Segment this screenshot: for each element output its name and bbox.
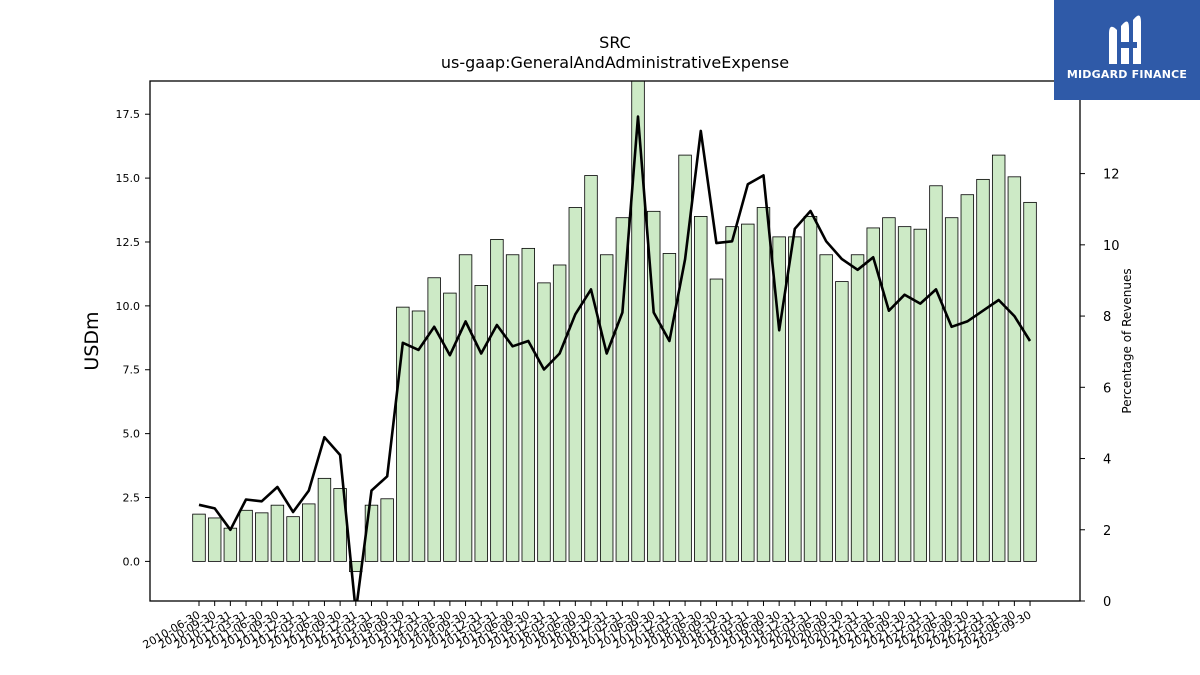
y-tick-label: 7.5	[123, 364, 141, 377]
bar	[694, 216, 708, 562]
bar	[850, 254, 865, 562]
bar	[929, 185, 943, 562]
bar	[913, 228, 927, 562]
y2-tick-label: 2	[1103, 524, 1111, 539]
y-tick-label: 15.0	[116, 172, 141, 185]
y2-axis-label: Percentage of Revenues	[1120, 268, 1134, 413]
line-layer	[198, 115, 1032, 601]
bar	[552, 264, 567, 562]
bar	[803, 216, 818, 562]
bar	[835, 281, 849, 562]
bar	[678, 154, 692, 562]
bar	[458, 254, 473, 562]
series-line	[198, 115, 1032, 601]
y-tick-label: 5.0	[123, 428, 141, 441]
bar	[490, 239, 504, 562]
y2-tick-label: 0	[1103, 595, 1111, 610]
y-tick-label: 17.5	[116, 108, 141, 121]
bar	[584, 175, 598, 562]
bar	[599, 254, 614, 562]
y2-tick-label: 12	[1103, 168, 1120, 183]
bar	[741, 223, 755, 562]
midgard-finance-logo: MIDGARD FINANCE	[1054, 0, 1200, 100]
bar	[537, 282, 551, 562]
y2-tick-label: 4	[1103, 453, 1111, 468]
bar	[960, 194, 975, 562]
y-axis-label: USDm	[81, 311, 103, 370]
y-tick-label: 10.0	[116, 300, 141, 313]
bar	[474, 285, 488, 562]
bar	[192, 513, 206, 562]
y-tick-label: 2.5	[123, 492, 141, 505]
bar	[991, 154, 1006, 562]
bar	[411, 310, 426, 562]
bar	[819, 254, 833, 562]
bar	[1007, 176, 1022, 562]
bar	[568, 207, 583, 562]
midgard-logo-icon	[1109, 15, 1141, 65]
bar	[223, 527, 238, 562]
bar	[239, 509, 253, 562]
bar	[631, 81, 645, 562]
bar	[866, 227, 880, 562]
chart-subtitle: us-gaap:GeneralAndAdministrativeExpense	[441, 53, 789, 72]
chart-title: SRC	[599, 33, 631, 52]
bar	[505, 254, 520, 562]
bar	[286, 516, 300, 562]
bars-layer	[192, 81, 1037, 573]
bar	[1023, 201, 1037, 562]
bar	[756, 207, 771, 562]
bar	[615, 217, 630, 562]
bar	[944, 217, 959, 562]
y-tick-label: 12.5	[116, 236, 141, 249]
bar	[443, 292, 457, 562]
bar	[302, 503, 316, 562]
bar	[709, 278, 724, 562]
plot-frame	[149, 80, 1081, 602]
axes-layer: 0.02.55.07.510.012.515.017.5024681012201…	[116, 80, 1120, 652]
bar	[882, 217, 896, 562]
bar	[976, 178, 990, 562]
bar	[380, 498, 394, 562]
bar	[521, 247, 535, 562]
bar	[270, 504, 285, 562]
bar	[725, 226, 739, 562]
bar	[317, 477, 332, 562]
bar	[427, 277, 441, 562]
bar	[897, 226, 912, 562]
bar	[662, 253, 677, 562]
bar	[647, 210, 661, 562]
y2-tick-label: 10	[1103, 239, 1120, 254]
bar	[255, 512, 269, 562]
bar	[207, 517, 222, 562]
y2-tick-label: 6	[1103, 381, 1111, 396]
logo-brand-text: MIDGARD FINANCE	[1066, 68, 1188, 81]
bar	[788, 236, 802, 562]
y2-tick-label: 8	[1103, 310, 1111, 325]
y-tick-label: 0.0	[123, 555, 141, 568]
